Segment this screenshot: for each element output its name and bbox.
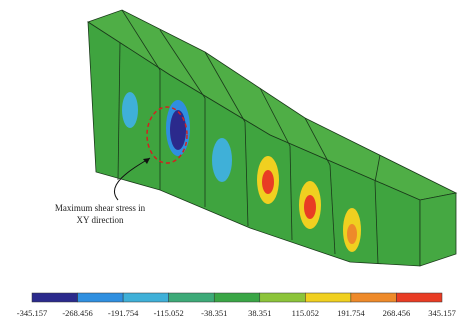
colorbar-label: 191.754 [337,308,365,318]
colorbar-label: -38.351 [201,308,227,318]
beam-front [87,21,421,267]
colorbar-segment [350,292,397,303]
colorbar-label: -268.456 [62,308,92,318]
colorbar-label: 38.351 [248,308,271,318]
colorbar-segment [396,292,443,303]
beam [87,9,458,267]
beam-end [419,192,457,267]
stress-blob [212,138,232,182]
colorbar-label: 345.157 [428,308,456,318]
colorbar-label: 115.052 [292,308,319,318]
stress-blob [347,224,357,244]
colorbar-label: -191.754 [108,308,139,318]
stress-blob [122,92,138,128]
colorbar-label: -115.052 [154,308,184,318]
annotation-line: XY direction [77,215,124,225]
colorbar-segment [77,292,124,303]
colorbar-label: -345.157 [17,308,47,318]
pointer-arrow [113,157,151,201]
block-dividers [117,9,381,265]
colorbar-segment [31,292,78,303]
annotation-line: Maximum shear stress in [55,203,146,213]
stress-blob [170,110,186,150]
colorbar: -345.157 -268.456 -191.754 -115.052 -38.351 3… [17,292,456,318]
colorbar-segment [168,292,215,303]
colorbar-segment [122,292,169,303]
colorbar-segment [305,292,352,303]
highlight-circle [146,106,188,164]
stress-blob [304,195,316,219]
arrow-head [143,158,150,164]
stress-blob [262,170,274,194]
colorbar-segment [259,292,306,303]
colorbar-label: 268.456 [383,308,411,318]
colorbar-segment [213,292,261,303]
